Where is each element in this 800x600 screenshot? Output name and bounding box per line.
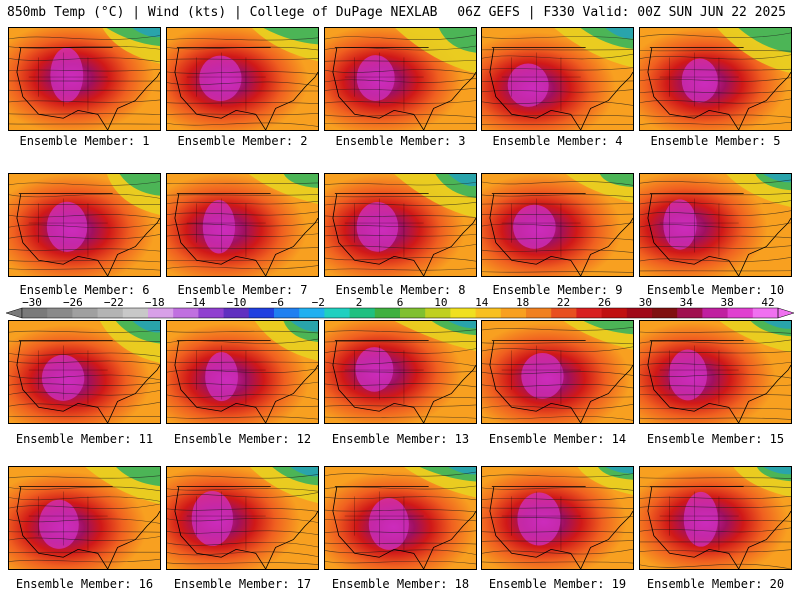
ensemble-map-panel [481, 27, 634, 131]
ensemble-map-panel [639, 27, 792, 131]
header: 850mb Temp (°C) | Wind (kts) | College o… [0, 0, 800, 26]
member-caption: Ensemble Member: 8 [335, 283, 466, 297]
ensemble-map-panel [8, 27, 161, 131]
member-caption: Ensemble Member: 17 [173, 577, 312, 591]
scale-tick-label: 30 [638, 296, 652, 309]
scale-tick-label: −30 [22, 296, 42, 309]
member-caption: Ensemble Member: 11 [15, 432, 154, 446]
ensemble-map-panel [324, 27, 477, 131]
member-caption: Ensemble Member: 10 [646, 283, 785, 297]
member-caption: Ensemble Member: 15 [646, 432, 785, 446]
member-caption: Ensemble Member: 9 [492, 283, 623, 297]
scale-tick-label: 2 [355, 296, 363, 309]
scale-bar [6, 307, 794, 319]
ensemble-map-panel [639, 320, 792, 424]
ensemble-map-panel [639, 173, 792, 277]
ensemble-map-panel [8, 466, 161, 570]
member-caption: Ensemble Member: 16 [15, 577, 154, 591]
member-caption: Ensemble Member: 5 [650, 134, 781, 148]
scale-tick-label: 10 [434, 296, 448, 309]
scale-tick-label: −22 [103, 296, 124, 309]
member-caption: Ensemble Member: 13 [331, 432, 470, 446]
member-caption: Ensemble Member: 12 [173, 432, 312, 446]
ensemble-map-panel [8, 320, 161, 424]
member-caption: Ensemble Member: 19 [488, 577, 627, 591]
ensemble-map-panel [324, 173, 477, 277]
ensemble-map-panel [639, 466, 792, 570]
ensemble-map-panel [481, 466, 634, 570]
scale-tick-label: 26 [597, 296, 612, 309]
scale-tick-label: 18 [516, 296, 530, 309]
scale-tick-label: 38 [720, 296, 734, 309]
member-caption: Ensemble Member: 3 [335, 134, 466, 148]
member-caption: Ensemble Member: 4 [492, 134, 623, 148]
member-caption: Ensemble Member: 18 [331, 577, 470, 591]
member-caption: Ensemble Member: 14 [488, 432, 627, 446]
scale-tick-label: −2 [311, 296, 325, 309]
ensemble-map-panel [324, 320, 477, 424]
scale-tick-label: 22 [556, 296, 571, 309]
scale-tick-label: −10 [226, 296, 247, 309]
scale-tick-label: −14 [185, 296, 206, 309]
scale-tick-label: 42 [761, 296, 775, 309]
ensemble-map-panel [481, 173, 634, 277]
scale-tick-label: 6 [396, 296, 404, 309]
run-valid-time: 06Z GEFS | F330 Valid: 00Z SUN JUN 22 20… [457, 5, 786, 20]
member-caption: Ensemble Member: 7 [177, 283, 308, 297]
member-caption: Ensemble Member: 6 [19, 283, 150, 297]
temperature-color-scale: −30 −26 −22 −18 −14 −10 −6 −2 2 6 10 14 18 22 26 30 34 38… [6, 297, 794, 319]
scale-tick-label: −18 [144, 296, 165, 309]
ensemble-map-panel [166, 173, 319, 277]
member-caption: Ensemble Member: 20 [646, 577, 785, 591]
member-caption: Ensemble Member: 1 [19, 134, 150, 148]
scale-tick-label: −6 [270, 296, 284, 309]
ensemble-map-panel [324, 466, 477, 570]
ensemble-map-panel [166, 27, 319, 131]
ensemble-map-panel [8, 173, 161, 277]
product-title: 850mb Temp (°C) | Wind (kts) | College o… [7, 5, 438, 20]
ensemble-map-panel [166, 466, 319, 570]
member-caption: Ensemble Member: 2 [177, 134, 308, 148]
ensemble-map-panel [166, 320, 319, 424]
scale-tick-label: −26 [62, 296, 83, 309]
scale-labels: −30 −26 −22 −18 −14 −10 −6 −2 2 6 10 14 18 22 26 30 34 38… [6, 297, 794, 309]
ensemble-map-panel [481, 320, 634, 424]
scale-tick-label: 14 [475, 296, 489, 309]
scale-tick-label: 34 [679, 296, 693, 309]
